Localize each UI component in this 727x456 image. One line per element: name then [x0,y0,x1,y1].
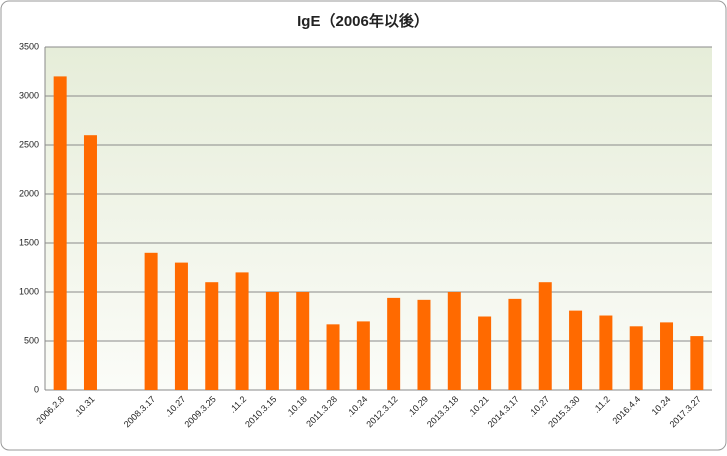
bar [265,292,279,390]
y-tick-label: 1500 [19,237,39,247]
bar [660,322,674,390]
bar [690,336,704,390]
bar [599,315,613,390]
y-tick-label: 500 [24,335,39,345]
y-tick-label: 1000 [19,286,39,296]
bar [235,272,249,390]
chart-title: IgE（2006年以後） [297,12,429,30]
bar [508,298,522,390]
y-tick-label: 0 [34,384,39,394]
y-tick-label: 3500 [19,41,39,51]
bar [296,292,310,390]
bar [174,262,188,390]
bar [144,252,158,390]
bar [387,297,401,390]
bar [356,321,370,390]
bar [478,316,492,390]
bar [417,299,431,390]
y-tick-label: 2000 [19,188,39,198]
bar [83,135,97,390]
bar [53,76,67,391]
y-tick-label: 3000 [19,90,39,100]
bar [326,324,340,390]
bar [569,310,583,390]
bar [447,292,461,390]
bar [629,326,643,390]
bar [538,282,552,390]
bar [205,282,219,390]
y-tick-label: 2500 [19,139,39,149]
